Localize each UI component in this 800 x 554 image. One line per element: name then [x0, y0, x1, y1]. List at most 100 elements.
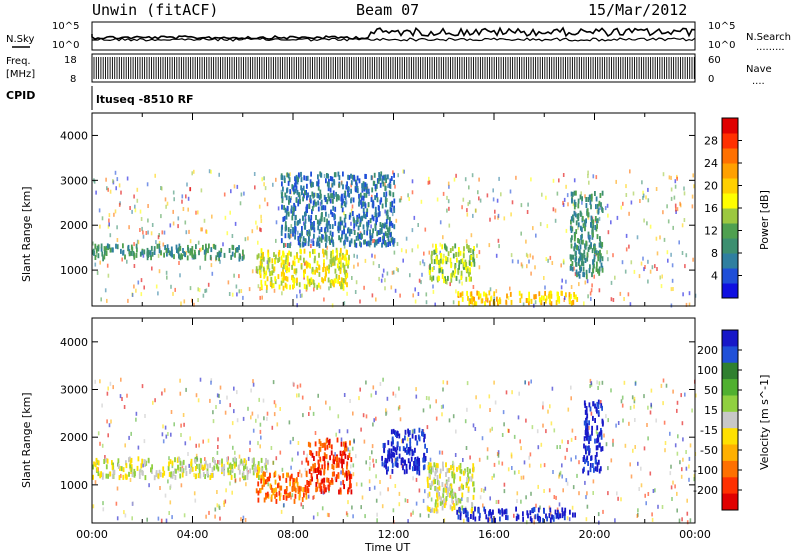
velocity-scatter-cell [424, 489, 426, 494]
velocity-scatter-cell [443, 518, 446, 523]
velocity-scatter-cell [106, 419, 108, 424]
velocity-data-cell [407, 431, 410, 437]
velocity-data-cell [591, 425, 593, 431]
power-scatter-cell [372, 239, 374, 244]
velocity-scatter-cell [511, 466, 513, 470]
power-data-cell [359, 192, 362, 198]
velocity-data-cell [309, 442, 312, 448]
power-data-cell [458, 264, 460, 270]
power-data-cell [310, 280, 312, 285]
velocity-data-cell [451, 471, 454, 477]
velocity-scatter-cell [525, 418, 527, 423]
velocity-data-cell [122, 467, 125, 473]
power-scatter-cell [419, 261, 422, 266]
velocity-data-cell [505, 515, 507, 520]
velocity-data-cell [274, 470, 277, 476]
power-data-cell [435, 248, 438, 253]
power-scatter-cell [251, 229, 254, 234]
velocity-data-cell [412, 466, 414, 472]
power-data-cell [337, 278, 339, 284]
velocity-data-cell [251, 464, 254, 470]
power-data-cell [576, 213, 579, 219]
velocity-data-cell [344, 472, 346, 478]
power-data-cell [579, 255, 582, 261]
velocity-data-cell [583, 400, 586, 406]
power-scatter-cell [654, 264, 656, 269]
velocity-scatter-cell [649, 471, 652, 476]
velocity-colorbar-swatch [722, 346, 738, 364]
power-scatter-cell [667, 219, 670, 224]
velocity-data-cell [585, 419, 588, 425]
power-ytick-label: 3000 [60, 174, 88, 187]
power-data-cell [588, 234, 590, 240]
power-data-cell [291, 215, 294, 221]
velocity-scatter-cell [209, 398, 211, 403]
velocity-scatter-cell [495, 500, 498, 504]
power-data-cell [191, 246, 194, 251]
velocity-scatter-cell [120, 473, 122, 478]
power-data-cell [430, 254, 433, 260]
velocity-data-cell [343, 441, 345, 447]
power-scatter-cell [198, 288, 201, 293]
velocity-scatter-cell [325, 400, 327, 405]
power-scatter-cell [382, 268, 385, 273]
velocity-scatter-cell [652, 489, 655, 493]
power-data-cell [167, 248, 170, 253]
power-scatter-cell [621, 260, 624, 265]
velocity-data-cell [418, 466, 421, 472]
power-data-cell [303, 248, 306, 254]
power-scatter-cell [99, 260, 101, 265]
velocity-scatter-cell [379, 382, 382, 386]
power-data-cell [332, 249, 334, 255]
power-data-cell [339, 216, 342, 222]
velocity-data-cell [141, 458, 144, 464]
velocity-scatter-cell [498, 460, 500, 465]
power-scatter-cell [530, 177, 532, 182]
velocity-scatter-cell [247, 406, 249, 411]
velocity-scatter-cell [558, 474, 560, 479]
power-data-cell [359, 221, 362, 227]
velocity-data-cell [170, 471, 173, 477]
power-data-cell [596, 218, 598, 224]
velocity-data-cell [311, 452, 314, 458]
power-data-cell [579, 210, 582, 216]
power-data-cell [271, 270, 274, 276]
power-scatter-cell [612, 298, 615, 302]
power-data-cell [485, 294, 488, 299]
power-data-cell [326, 222, 329, 228]
power-scatter-cell [633, 269, 636, 274]
velocity-data-cell [394, 447, 397, 453]
velocity-data-cell [162, 466, 165, 472]
power-data-cell [336, 254, 338, 260]
power-data-cell [575, 269, 578, 275]
power-data-cell [264, 280, 267, 286]
power-data-cell [576, 245, 578, 250]
power-data-cell [101, 251, 104, 257]
velocity-data-cell [392, 451, 394, 457]
velocity-data-cell [177, 464, 179, 470]
velocity-data-cell [122, 474, 125, 480]
power-data-cell [325, 250, 328, 256]
velocity-scatter-cell [298, 393, 300, 398]
velocity-data-cell [331, 464, 334, 469]
power-data-cell [362, 207, 365, 213]
velocity-scatter-cell [503, 482, 506, 487]
power-scatter-cell [539, 222, 542, 227]
power-scatter-cell [370, 224, 372, 229]
velocity-data-cell [191, 466, 194, 472]
power-data-cell [283, 216, 286, 221]
power-scatter-cell [254, 185, 256, 190]
power-scatter-cell [395, 218, 398, 223]
nsky-tick-bottom: 10^0 [52, 40, 79, 51]
velocity-data-cell [406, 443, 408, 449]
power-data-cell [570, 219, 572, 225]
power-data-cell [582, 261, 585, 267]
power-data-cell [389, 216, 391, 222]
velocity-scatter-cell [279, 407, 281, 411]
velocity-scatter-cell [491, 426, 493, 431]
velocity-data-cell [258, 475, 260, 480]
power-scatter-cell [511, 259, 514, 264]
velocity-scatter-cell [385, 411, 387, 416]
velocity-data-cell [317, 466, 320, 472]
power-scatter-cell [101, 216, 104, 221]
